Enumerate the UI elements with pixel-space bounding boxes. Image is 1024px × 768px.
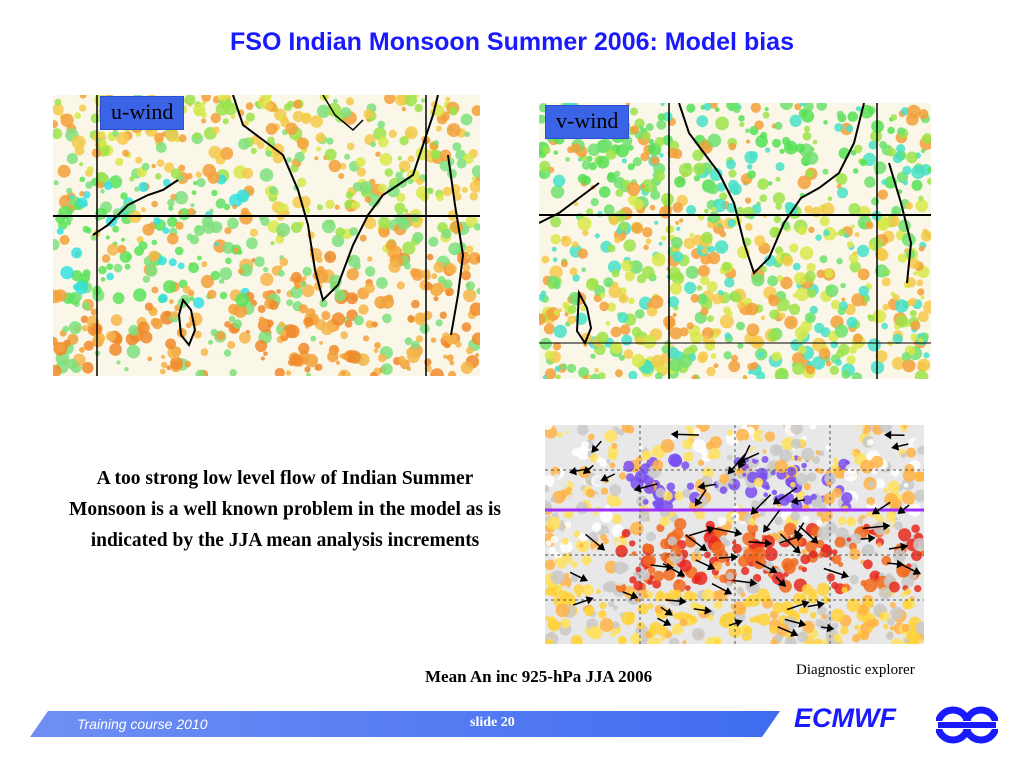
v-wind-map xyxy=(539,103,931,379)
u-wind-label: u-wind xyxy=(100,96,185,130)
analysis-increment-map xyxy=(545,425,924,644)
footer-course: Training course 2010 xyxy=(77,716,208,732)
ecmwf-logo-icon xyxy=(936,706,998,744)
u-wind-map xyxy=(53,95,480,376)
increment-caption: Mean An inc 925-hPa JJA 2006 xyxy=(425,667,653,686)
footer-slide-number: slide 20 xyxy=(470,715,515,730)
v-wind-label: v-wind xyxy=(545,105,630,139)
footer-bar xyxy=(30,711,780,737)
slide-title: FSO Indian Monsoon Summer 2006: Model bi… xyxy=(230,28,794,56)
ecmwf-logo-text: ECMWF xyxy=(794,703,896,733)
body-text: A too strong low level flow of Indian Su… xyxy=(69,468,501,551)
diagnostic-explorer-label: Diagnostic explorer xyxy=(796,662,915,678)
